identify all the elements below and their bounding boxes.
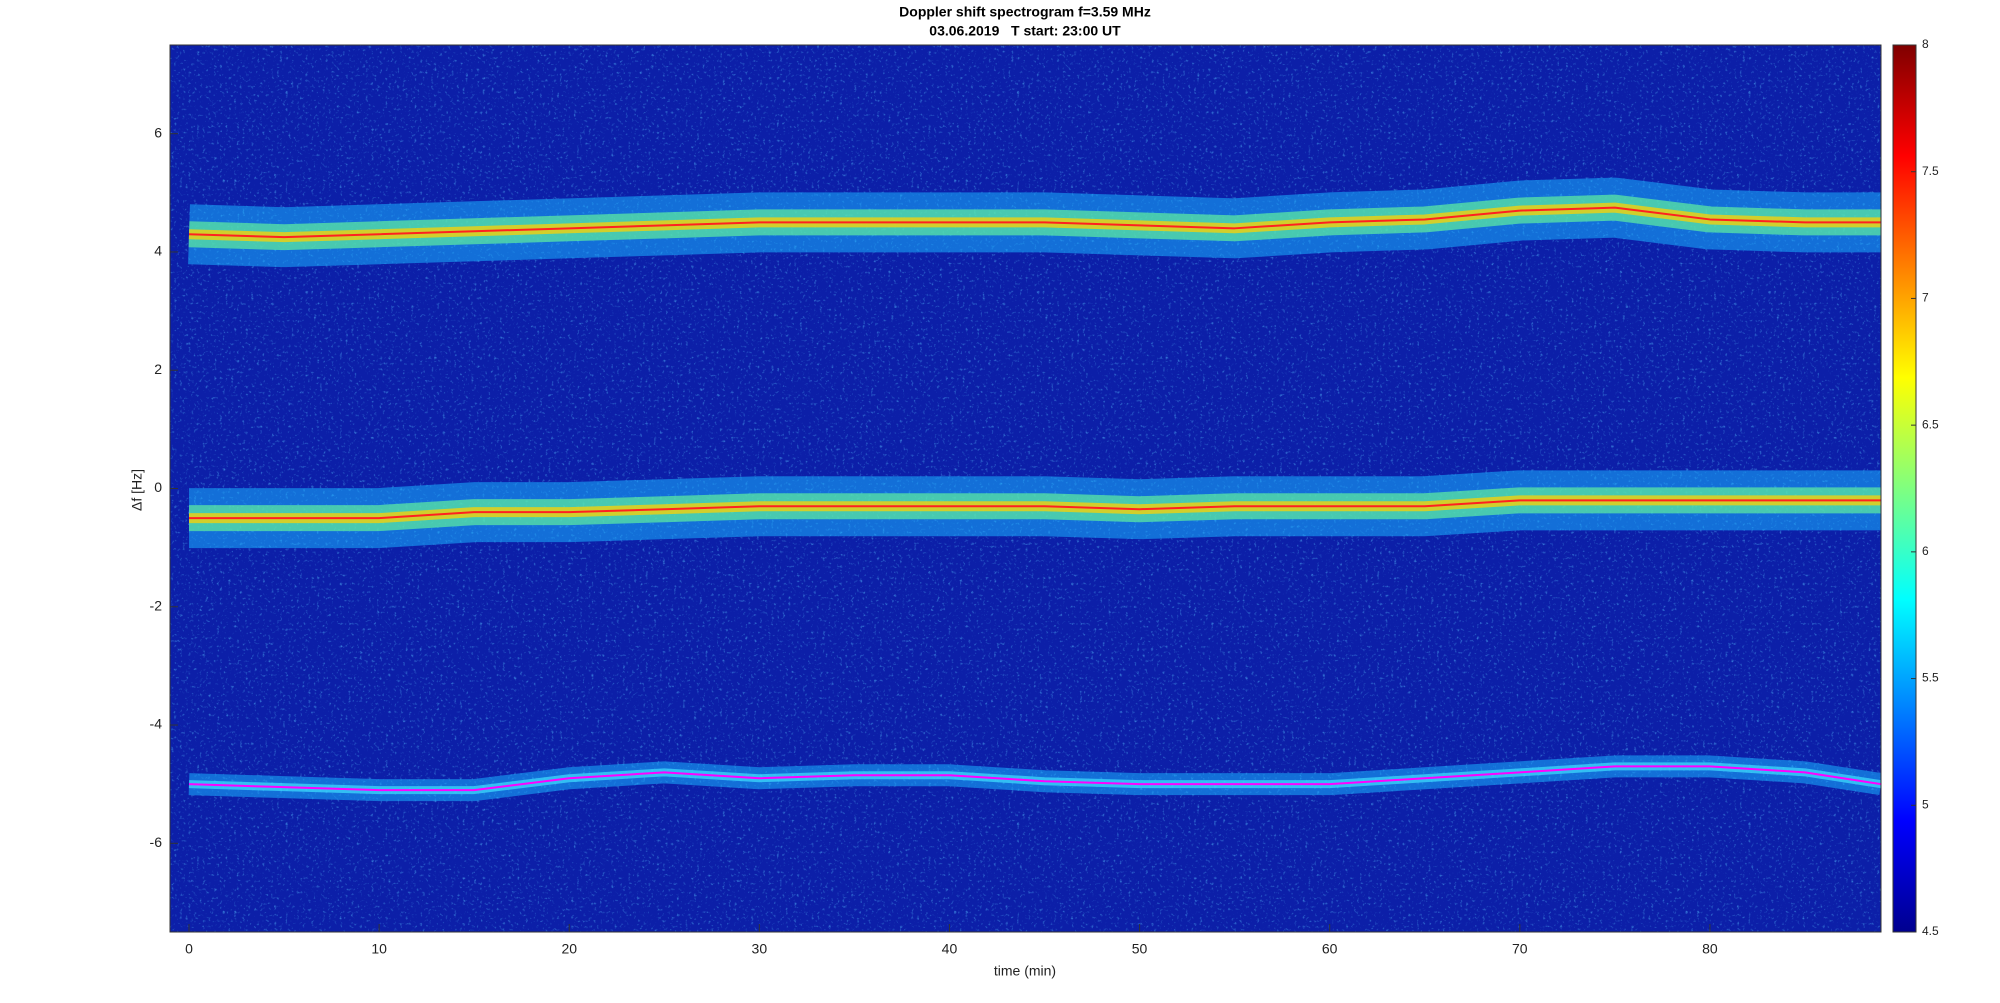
- x-tick-label: 10: [371, 941, 387, 957]
- y-axis-label: Δf [Hz]: [129, 469, 145, 511]
- colorbar: [1892, 44, 1917, 933]
- colorbar-tick-label: 5.5: [1922, 671, 1939, 685]
- x-tick-label: 50: [1132, 941, 1148, 957]
- colorbar-tick-label: 8: [1922, 37, 1929, 51]
- x-tick-label: 20: [561, 941, 577, 957]
- trace-line: [189, 499, 1881, 520]
- x-axis-label: time (min): [994, 963, 1056, 979]
- y-tick-label: 0: [154, 479, 162, 495]
- y-tick-label: 2: [154, 361, 162, 377]
- chart-title: Doppler shift spectrogram f=3.59 MHz: [899, 4, 1151, 20]
- colorbar-tick-label: 7.5: [1922, 164, 1939, 178]
- x-tick-label: 70: [1512, 941, 1528, 957]
- plot-area: [188, 177, 1881, 802]
- colorbar-tick-label: 6.5: [1922, 417, 1939, 431]
- x-tick-label: 0: [185, 941, 193, 957]
- trace-line: [188, 206, 1881, 239]
- x-tick-label: 80: [1702, 941, 1718, 957]
- x-tick-label: 60: [1322, 941, 1338, 957]
- trace-line: [188, 765, 1881, 792]
- y-tick-label: -4: [150, 716, 163, 732]
- colorbar-tick-label: 5: [1922, 797, 1929, 811]
- x-tick-label: 40: [942, 941, 958, 957]
- chart-subtitle: 03.06.2019 T start: 23:00 UT: [929, 23, 1121, 39]
- y-tick-label: -2: [150, 597, 163, 613]
- y-tick-label: 6: [154, 124, 162, 140]
- colorbar-tick-label: 4.5: [1922, 924, 1939, 938]
- colorbar-tick-label: 6: [1922, 544, 1929, 558]
- colorbar-tick-label: 7: [1922, 291, 1929, 305]
- y-tick-label: 4: [154, 243, 162, 259]
- y-tick-label: -6: [150, 834, 163, 850]
- x-tick-label: 30: [752, 941, 768, 957]
